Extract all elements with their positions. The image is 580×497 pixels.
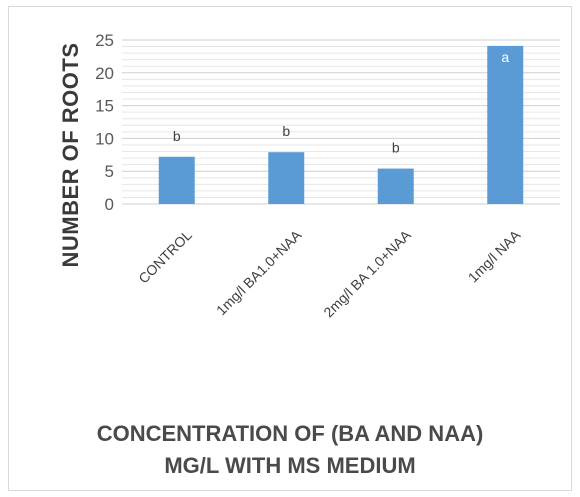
data-label: b [392,140,400,156]
y-axis-label: NUMBER OF ROOTS [58,42,83,267]
y-tick-label: 15 [95,97,114,116]
category-label: 1mg/l BA1.0+NAA [213,226,305,318]
y-tick-label: 0 [105,195,114,214]
x-axis-label-line-1: CONCENTRATION OF (BA AND NAA) [96,421,484,446]
y-tick-label: 20 [95,64,114,83]
y-tick-label: 25 [95,31,114,50]
y-tick-label: 5 [105,162,114,181]
x-axis-label: CONCENTRATION OF (BA AND NAA) MG/L WITH … [0,418,580,482]
category-labels: CONTROL 1mg/l BA1.0+NAA 2mg/l BA 1.0+NAA 1m… [135,226,524,320]
data-label: b [173,128,181,144]
bar [377,168,414,204]
bar [268,152,305,204]
data-label: b [282,123,290,139]
x-axis-label-line-2: MG/L WITH MS MEDIUM [164,453,416,478]
category-label: 2mg/l BA 1.0+NAA [320,226,414,320]
bar [158,156,195,204]
data-labels: b b b a [173,49,510,156]
y-tick-labels: 0 5 10 15 20 25 [95,31,114,214]
data-label: a [501,49,509,65]
chart-frame [8,6,572,491]
category-label: 1mg/l NAA [465,226,524,285]
y-tick-label: 10 [95,129,114,148]
category-label: CONTROL [135,227,195,287]
bar [487,45,524,205]
gridlines [122,39,560,205]
bars [158,45,524,205]
